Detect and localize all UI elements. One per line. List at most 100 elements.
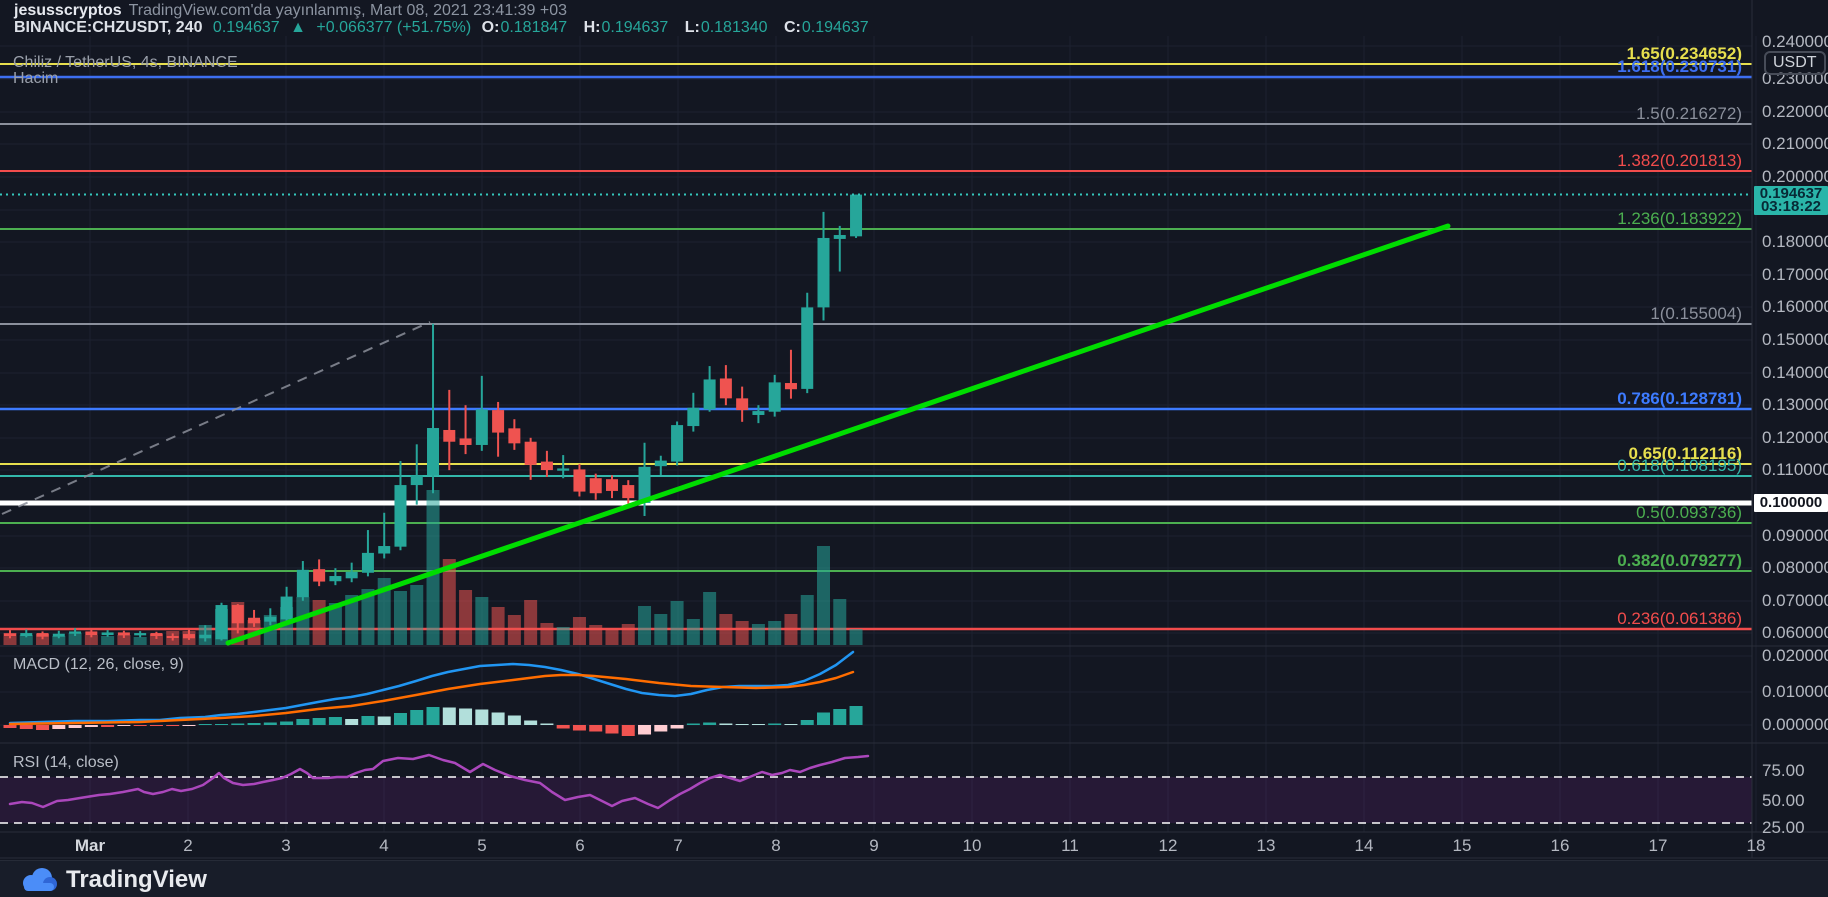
macd-hist-bar xyxy=(393,713,407,725)
candle-body xyxy=(540,461,553,471)
candle-body xyxy=(719,378,732,399)
volume-bar xyxy=(19,635,33,645)
volume-bar xyxy=(556,627,570,645)
candle-body xyxy=(378,546,391,554)
volume-bar xyxy=(328,603,342,645)
candle-body xyxy=(36,633,49,637)
macd-hist-bar xyxy=(524,720,538,725)
price-axis-label: 0.110000 xyxy=(1762,460,1828,479)
macd-hist-bar xyxy=(377,716,391,725)
time-axis[interactable]: Mar 2 3 4 5 6 7 8 9 10 11 12 13 14 15 16 17 18 xyxy=(0,833,1766,859)
volume-bar xyxy=(459,590,473,645)
macd-hist-bar xyxy=(166,725,180,726)
price-axis-label: 0.140000 xyxy=(1762,363,1828,382)
volume-bar xyxy=(589,625,603,645)
macd-hist-bar xyxy=(654,725,668,732)
macd-hist-bar xyxy=(670,725,684,729)
volume-bar xyxy=(768,621,782,645)
tradingview-logo-icon[interactable] xyxy=(20,867,58,893)
price-axis-label: 0.090000 xyxy=(1762,526,1828,545)
macd-hist-bar xyxy=(540,723,554,725)
time-axis-label: 2 xyxy=(183,836,193,855)
candle-body xyxy=(394,485,407,547)
candle-body xyxy=(833,235,846,239)
footer-bar: TradingView xyxy=(0,860,1828,897)
price-axis-label: 50.00 xyxy=(1762,791,1805,810)
price-axis-label: 0.080000 xyxy=(1762,558,1828,577)
macd-hist-bar xyxy=(182,725,196,726)
macd-pane-title: MACD (12, 26, close, 9) xyxy=(13,656,184,673)
candle-body xyxy=(801,307,814,389)
price-axis-label: 75.00 xyxy=(1762,761,1805,780)
candle-body xyxy=(248,617,261,624)
dashed-trendline xyxy=(1,321,431,515)
macd-hist-bar xyxy=(849,706,863,725)
macd-hist-bar xyxy=(833,709,847,725)
price-axis-label: 0.060000 xyxy=(1762,623,1828,642)
candle-body xyxy=(703,379,716,410)
macd-hist-bar xyxy=(296,719,310,725)
fib-label-0.5: 0.5(0.093736) xyxy=(1636,503,1742,522)
candle-body xyxy=(671,425,684,462)
volume-bar xyxy=(703,592,717,645)
volume-bar xyxy=(393,591,407,645)
volume-bar xyxy=(52,636,66,645)
volume-bar xyxy=(36,634,50,645)
volume-bar xyxy=(800,595,814,645)
macd-hist-bar xyxy=(133,725,147,726)
rsi-pane-title: RSI (14, close) xyxy=(13,754,119,771)
time-axis-label: 9 xyxy=(869,836,879,855)
price-axis-label: 0.070000 xyxy=(1762,591,1828,610)
green-trendline xyxy=(225,223,1451,646)
tradingview-logo-text[interactable]: TradingView xyxy=(66,866,207,893)
volume-bar xyxy=(686,619,700,645)
time-axis-label: 8 xyxy=(771,836,781,855)
macd-hist-bar xyxy=(263,722,277,725)
volume-bar xyxy=(68,633,82,645)
macd-hist-bar xyxy=(507,715,521,725)
price-axis-label: 0.150000 xyxy=(1762,330,1828,349)
publish-info: jesusscryptos TradingView.com'da yayınlan… xyxy=(14,3,567,19)
macd-hist-bar xyxy=(345,719,359,725)
rsi-band xyxy=(0,777,1752,823)
macd-hist-bar xyxy=(280,721,294,725)
candle-body xyxy=(638,466,651,503)
candle-body xyxy=(313,569,326,582)
volume-bar xyxy=(735,621,749,645)
volume-bar xyxy=(491,607,505,645)
volume-bar xyxy=(817,546,830,645)
volume-bar xyxy=(719,614,733,645)
price-change: +0.066377 (+51.75%) xyxy=(316,19,472,36)
price-axis-label: 0.210000 xyxy=(1762,134,1828,153)
macd-hist-bar xyxy=(703,722,717,725)
candle-body xyxy=(345,571,358,579)
macd-hist-bar xyxy=(231,723,245,725)
price-axis-label: 0.160000 xyxy=(1762,297,1828,316)
macd-hist-bar xyxy=(410,710,424,725)
price-axis[interactable]: 0.240000 0.230000 0.220000 0.210000 0.200000… xyxy=(1753,0,1828,858)
candle-body xyxy=(752,411,765,415)
candle-body xyxy=(20,633,33,637)
candle-body xyxy=(150,633,163,637)
macd-hist-bar xyxy=(605,725,619,734)
macd-hist-bar xyxy=(800,720,814,725)
low-value: 0.181340 xyxy=(700,19,768,36)
fib-label-1: 1(0.155004) xyxy=(1650,304,1742,323)
macd-hist-bar xyxy=(589,725,603,732)
volume-bar xyxy=(312,600,326,645)
candle-body xyxy=(605,479,618,491)
macd-hist-bar xyxy=(361,716,375,725)
time-axis-label: 16 xyxy=(1550,836,1570,855)
current-price-value: 0.194637 xyxy=(1759,185,1823,202)
up-arrow-icon: ▲ xyxy=(290,19,306,36)
macd-hist-bar xyxy=(621,725,635,736)
macd-hist-bar xyxy=(459,708,473,725)
rsi-line xyxy=(8,753,870,810)
time-axis-label: 4 xyxy=(379,836,389,855)
time-axis-label: 18 xyxy=(1746,836,1766,855)
candle-body xyxy=(459,438,472,445)
support-level-tag: 0.100000 xyxy=(1754,494,1828,512)
volume-bar xyxy=(621,624,635,645)
price-axis-label: 0.130000 xyxy=(1762,395,1828,414)
